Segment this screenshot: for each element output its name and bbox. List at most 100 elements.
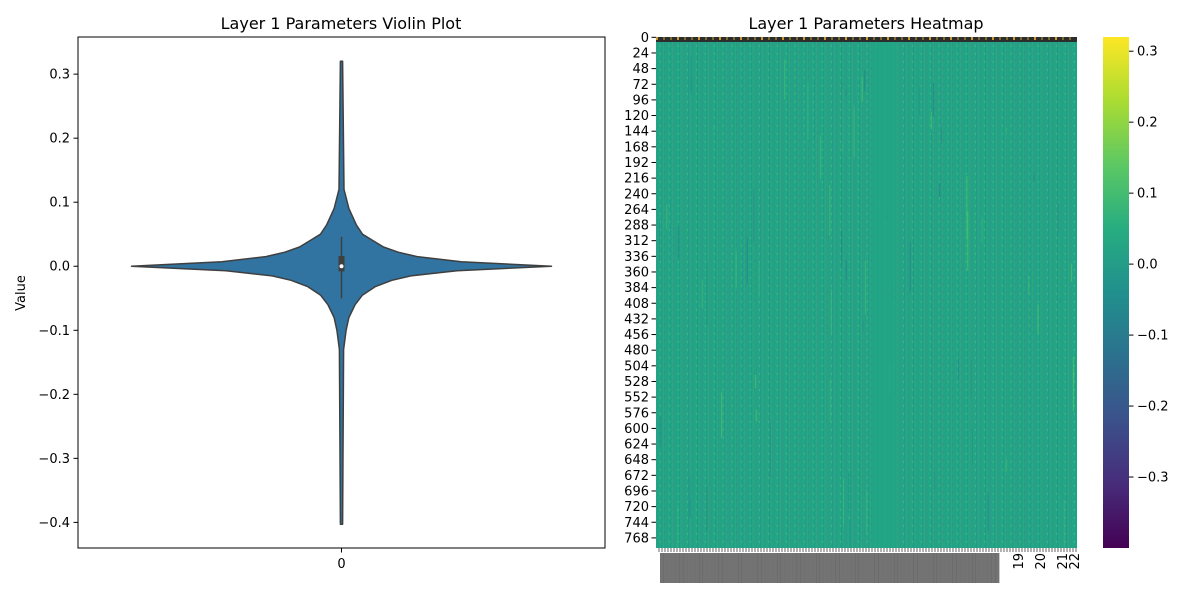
heatmap-x-tick-label-overlap [909, 553, 914, 583]
colorbar-tick-label: 0.3 [1137, 45, 1158, 60]
heatmap-flat-band [872, 37, 896, 548]
heatmap-x-tick-label-overlap [964, 553, 969, 583]
heatmap-x-tick-label-overlap [819, 553, 824, 583]
heatmap-x-tick-label-overlap [800, 553, 805, 583]
colorbar-gradient [1103, 37, 1129, 548]
heatmap-x-tick-label-overlap [847, 553, 852, 583]
heatmap-x-tick-label-overlap [777, 553, 781, 583]
heatmap-streak [972, 429, 974, 464]
heatmap-streak [1058, 204, 1060, 235]
heatmap-streak [689, 476, 691, 516]
heatmap-x-tick-label-overlap [878, 553, 883, 583]
colorbar-tick-label: −0.1 [1137, 329, 1169, 344]
heatmap-x-tick-label-overlap [660, 553, 664, 583]
heatmap-x-tick-label-overlap [886, 553, 891, 583]
heatmap-streak [1072, 356, 1074, 411]
heatmap-x-tick-label-overlap [855, 553, 859, 583]
heatmap-x-tick-label-overlap [702, 553, 707, 583]
heatmap-top-band-cell [880, 37, 882, 40]
heatmap-y-axis: 0244872961201441681922162402642883123363… [624, 31, 656, 546]
heatmap-top-band-cell [684, 37, 686, 40]
heatmap-top-band-cell [894, 37, 896, 40]
heatmap-x-tick-label-overlap [913, 553, 918, 583]
heatmap-streak [1063, 500, 1065, 548]
heatmap-top-band-cell [740, 37, 742, 40]
heatmap-x-tick-label-overlap [991, 553, 996, 583]
heatmap-x-tick-label-overlap [788, 553, 793, 583]
heatmap-streak [938, 182, 941, 198]
heatmap-streak [864, 70, 866, 92]
violin-y-axis-label: Value [14, 275, 29, 311]
heatmap-streak [866, 490, 868, 535]
heatmap-top-band-cell [999, 37, 1001, 40]
heatmap-x-tick-label-overlap [675, 553, 680, 583]
heatmap-x-tick-label-overlap [952, 553, 957, 583]
violin-title: Layer 1 Parameters Violin Plot [221, 14, 462, 33]
heatmap-streak [932, 82, 934, 117]
heatmap-y-tick-label: 744 [624, 516, 649, 531]
heatmap-y-tick-label: 528 [624, 375, 649, 390]
heatmap-streak [831, 289, 833, 336]
heatmap-streak [845, 89, 847, 97]
heatmap-streak [658, 221, 661, 261]
heatmap-x-tick-label-overlap [722, 553, 727, 583]
heatmap-streak [967, 210, 969, 271]
heatmap-top-band-cell [950, 37, 952, 40]
heatmap-x-tick-label-overlap [699, 553, 703, 583]
heatmap-streak [841, 82, 843, 145]
heatmap-y-tick-label: 720 [624, 500, 649, 515]
heatmap-streak [862, 320, 864, 332]
heatmap-streak [659, 416, 661, 448]
heatmap-y-tick-label: 648 [624, 453, 649, 468]
heatmap-x-tick-label-overlap [816, 553, 820, 583]
heatmap-x-tick-label-overlap [671, 553, 676, 583]
heatmap-top-band-cell [859, 37, 861, 40]
heatmap-x-tick-label-overlap [858, 553, 863, 583]
heatmap-x-tick-label-overlap [851, 553, 856, 583]
heatmap-streak [1005, 127, 1007, 134]
heatmap-x-tick-label-overlap [749, 553, 754, 583]
heatmap-x-tick-label-overlap [890, 553, 895, 583]
heatmap-x-tick-label-overlap [761, 553, 766, 583]
heatmap-top-band-cell [817, 37, 819, 40]
heatmap-x-tick-label-overlap [757, 553, 762, 583]
heatmap-x-tick-label-overlap [874, 553, 879, 583]
heatmap-streak [841, 230, 843, 267]
heatmap-top-band-cell [803, 37, 805, 40]
heatmap-top-band-cell [1041, 37, 1043, 40]
heatmap-x-tick-label-overlap [667, 553, 672, 583]
heatmap-x-tick-label-overlap [995, 553, 1000, 583]
heatmap-x-tick-label-overlap [726, 553, 731, 583]
heatmap-top-band-cell [677, 37, 679, 40]
heatmap-streak [829, 379, 831, 423]
heatmap-top-band-cell [698, 37, 700, 40]
heatmap-x-tick-label-overlap [804, 553, 809, 583]
heatmap-x-tick-label: 21 [1056, 553, 1071, 570]
heatmap-x-tick-label-overlap [792, 553, 797, 583]
heatmap-y-tick-label: 504 [624, 359, 649, 374]
heatmap-top-band-cell [691, 37, 693, 40]
heatmap-x-tick-label-overlap [753, 553, 758, 583]
heatmap-top-band-cell [747, 37, 749, 40]
heatmap-top-band-cell [726, 37, 728, 40]
heatmap-top-band-cell [845, 37, 847, 40]
heatmap-x-tick-label-overlap [706, 553, 711, 583]
heatmap-streak [941, 127, 943, 144]
heatmap-top-band-cell [670, 37, 672, 40]
heatmap-streak [981, 217, 983, 243]
heatmap-x-tick-label-overlap [835, 553, 840, 583]
heatmap-y-tick-label: 696 [624, 484, 649, 499]
heatmap-x-tick-label-overlap [956, 553, 961, 583]
heatmap-top-band-cell [754, 37, 756, 40]
heatmap-y-tick-label: 552 [624, 391, 649, 406]
heatmap-streak [819, 135, 821, 179]
heatmap-top-band-cell [957, 37, 959, 40]
heatmap-top-band-cell [761, 37, 763, 40]
violin-y-tick-label: −0.4 [38, 516, 70, 531]
heatmap-y-tick-label: 288 [624, 219, 649, 234]
heatmap-x-tick-label-overlap [812, 553, 817, 583]
heatmap-top-band-cell [1013, 37, 1015, 40]
heatmap-streak [1028, 276, 1030, 295]
heatmap-streak [690, 55, 692, 92]
heatmap-top-band-cell [1055, 37, 1057, 40]
